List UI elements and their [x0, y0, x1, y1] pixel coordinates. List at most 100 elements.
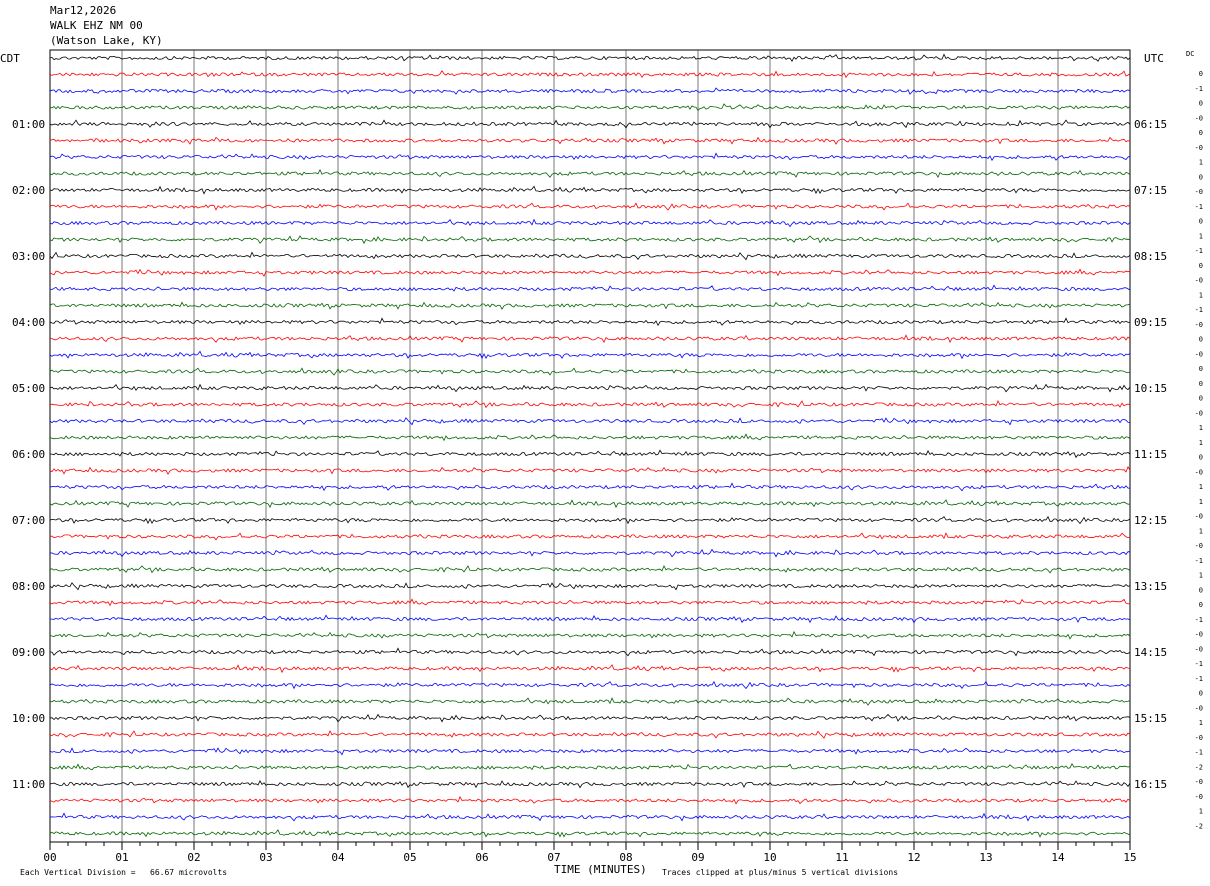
x-tick-label: 05 [403, 851, 416, 864]
left-time-label: 04:00 [12, 316, 45, 329]
dc-offset-label: 1 [1199, 719, 1203, 727]
dc-offset-label: -1 [1195, 616, 1203, 624]
dc-offset-label: 0 [1199, 336, 1203, 344]
right-time-label: 16:15 [1134, 778, 1167, 791]
left-time-label: 10:00 [12, 712, 45, 725]
seismogram-trace [50, 334, 1131, 344]
dc-offset-label: -0 [1195, 645, 1203, 653]
dc-offset-label: 0 [1199, 395, 1203, 403]
left-time-label: 11:00 [12, 778, 45, 791]
dc-offset-label: 0 [1199, 100, 1203, 108]
seismogram-trace [49, 202, 1131, 211]
right-time-label: 08:15 [1134, 250, 1167, 263]
seismogram-trace [49, 795, 1131, 805]
x-tick-label: 07 [547, 851, 560, 864]
seismogram-trace [49, 697, 1131, 706]
seismogram-trace [49, 680, 1131, 690]
dc-offset-label: 1 [1199, 291, 1203, 299]
right-time-label: 15:15 [1134, 712, 1167, 725]
seismogram-trace [49, 564, 1131, 574]
seismogram-trace [49, 367, 1131, 376]
dc-offset-label: 1 [1199, 808, 1203, 816]
x-tick-label: 03 [259, 851, 272, 864]
dc-offset-label: 0 [1199, 380, 1203, 388]
seismogram-trace [49, 630, 1131, 640]
seismogram-trace [49, 548, 1131, 558]
dc-offset-label: -0 [1195, 409, 1203, 417]
seismogram-trace [49, 515, 1131, 525]
dc-offset-label: 0 [1199, 690, 1203, 698]
x-tick-label: 14 [1051, 851, 1065, 864]
x-tick-label: 13 [979, 851, 992, 864]
seismogram-trace [49, 664, 1131, 674]
seismogram-trace [49, 598, 1131, 607]
left-time-label: 03:00 [12, 250, 45, 263]
left-time-label: 06:00 [12, 448, 45, 461]
x-tick-label: 12 [907, 851, 920, 864]
right-time-label: 12:15 [1134, 514, 1167, 527]
seismogram-trace [49, 729, 1131, 739]
right-time-label: 09:15 [1134, 316, 1167, 329]
dc-offset-label: -0 [1195, 114, 1203, 122]
seismogram-trace [49, 812, 1131, 822]
dc-offset-label: 0 [1199, 601, 1203, 609]
dc-offset-label: -0 [1195, 631, 1203, 639]
dc-offset-label: 1 [1199, 527, 1203, 535]
seismogram-trace [49, 284, 1131, 292]
dc-offset-label: -1 [1195, 85, 1203, 93]
dc-offset-label: 1 [1199, 572, 1203, 580]
header-date: Mar12,2026 [50, 4, 117, 17]
seismogram-trace [49, 268, 1131, 278]
seismogram-trace [49, 185, 1131, 195]
dc-offset-label: -0 [1195, 350, 1203, 358]
seismogram-trace [49, 350, 1131, 360]
seismogram-trace [49, 235, 1131, 244]
seismogram-trace [49, 780, 1131, 789]
trace-group [49, 53, 1131, 838]
dc-offset-label: -0 [1195, 513, 1203, 521]
dc-offset-label: -0 [1195, 144, 1203, 152]
seismogram-trace [49, 53, 1131, 62]
seismogram-trace [49, 87, 1131, 95]
dc-offset-label: -2 [1195, 763, 1203, 771]
right-axis-label: UTC [1144, 52, 1164, 65]
dc-offset-label: 0 [1199, 262, 1203, 270]
dc-offset-label: -0 [1195, 793, 1203, 801]
scale-note: Each Vertical Division = 66.67 microvolt… [20, 868, 228, 877]
dc-offset-label: 0 [1199, 365, 1203, 373]
seismogram-trace [49, 747, 1131, 756]
x-tick-label: 04 [331, 851, 345, 864]
x-tick-label: 08 [619, 851, 632, 864]
dc-offset-label: -0 [1195, 778, 1203, 786]
seismogram-trace [49, 482, 1130, 492]
left-axis-label: CDT [0, 52, 20, 65]
left-time-label: 01:00 [12, 118, 45, 131]
right-time-label: 11:15 [1134, 448, 1167, 461]
dc-offset-label: 1 [1199, 159, 1203, 167]
dc-offset-label: 1 [1199, 483, 1203, 491]
x-tick-label: 01 [115, 851, 128, 864]
dc-offset-label: -0 [1195, 704, 1203, 712]
x-tick-label: 09 [691, 851, 704, 864]
dc-label: DC [1186, 50, 1194, 58]
seismogram-trace [49, 829, 1131, 838]
dc-offset-label: -1 [1195, 749, 1203, 757]
dc-offset-label: -0 [1195, 734, 1203, 742]
left-time-label: 08:00 [12, 580, 45, 593]
seismogram-trace [49, 218, 1131, 228]
seismogram-trace [49, 136, 1131, 145]
seismogram-trace [49, 762, 1131, 771]
left-time-label: 02:00 [12, 184, 45, 197]
header-location: (Watson Lake, KY) [50, 34, 163, 47]
seismogram-trace [49, 168, 1131, 178]
dc-offset-label: 0 [1199, 173, 1203, 181]
clip-note: Traces clipped at plus/minus 5 vertical … [662, 868, 899, 877]
left-time-label: 07:00 [12, 514, 45, 527]
dc-offset-label: -1 [1195, 557, 1203, 565]
left-time-label: 05:00 [12, 382, 45, 395]
seismogram-trace [49, 499, 1131, 509]
seismogram-trace [49, 713, 1131, 723]
seismogram-trace [49, 532, 1131, 541]
